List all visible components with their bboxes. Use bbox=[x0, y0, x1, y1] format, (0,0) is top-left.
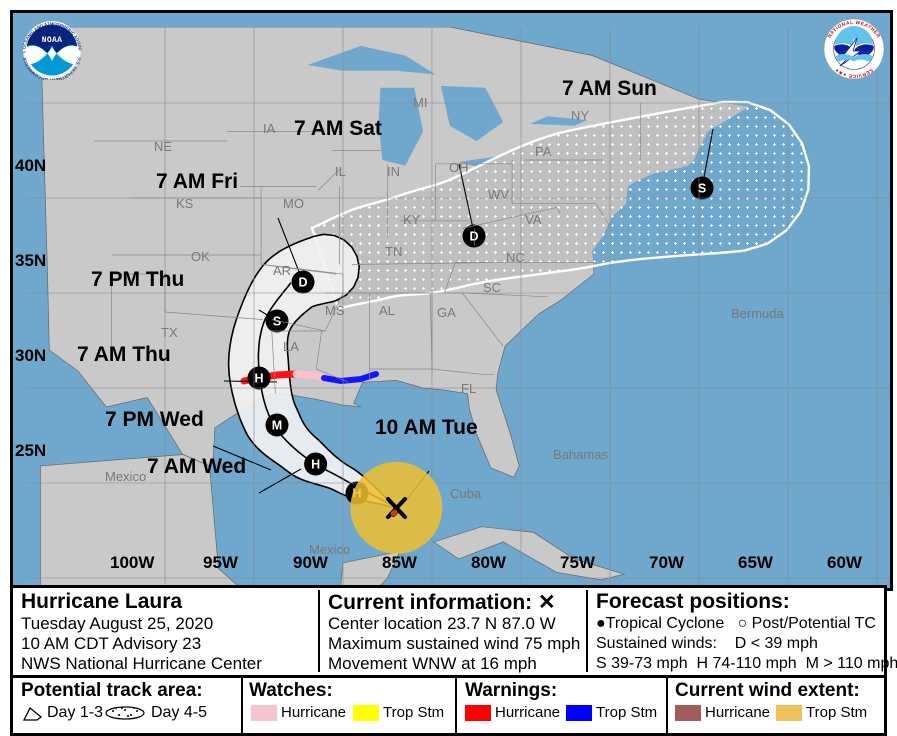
svg-text:D: D bbox=[298, 275, 307, 289]
svg-text:NOAA: NOAA bbox=[42, 36, 62, 45]
svg-text:M: M bbox=[272, 418, 282, 432]
svg-text:H: H bbox=[254, 371, 263, 385]
svg-text:H: H bbox=[352, 486, 361, 500]
svg-text:H: H bbox=[311, 457, 320, 471]
svg-text:D: D bbox=[469, 229, 478, 243]
